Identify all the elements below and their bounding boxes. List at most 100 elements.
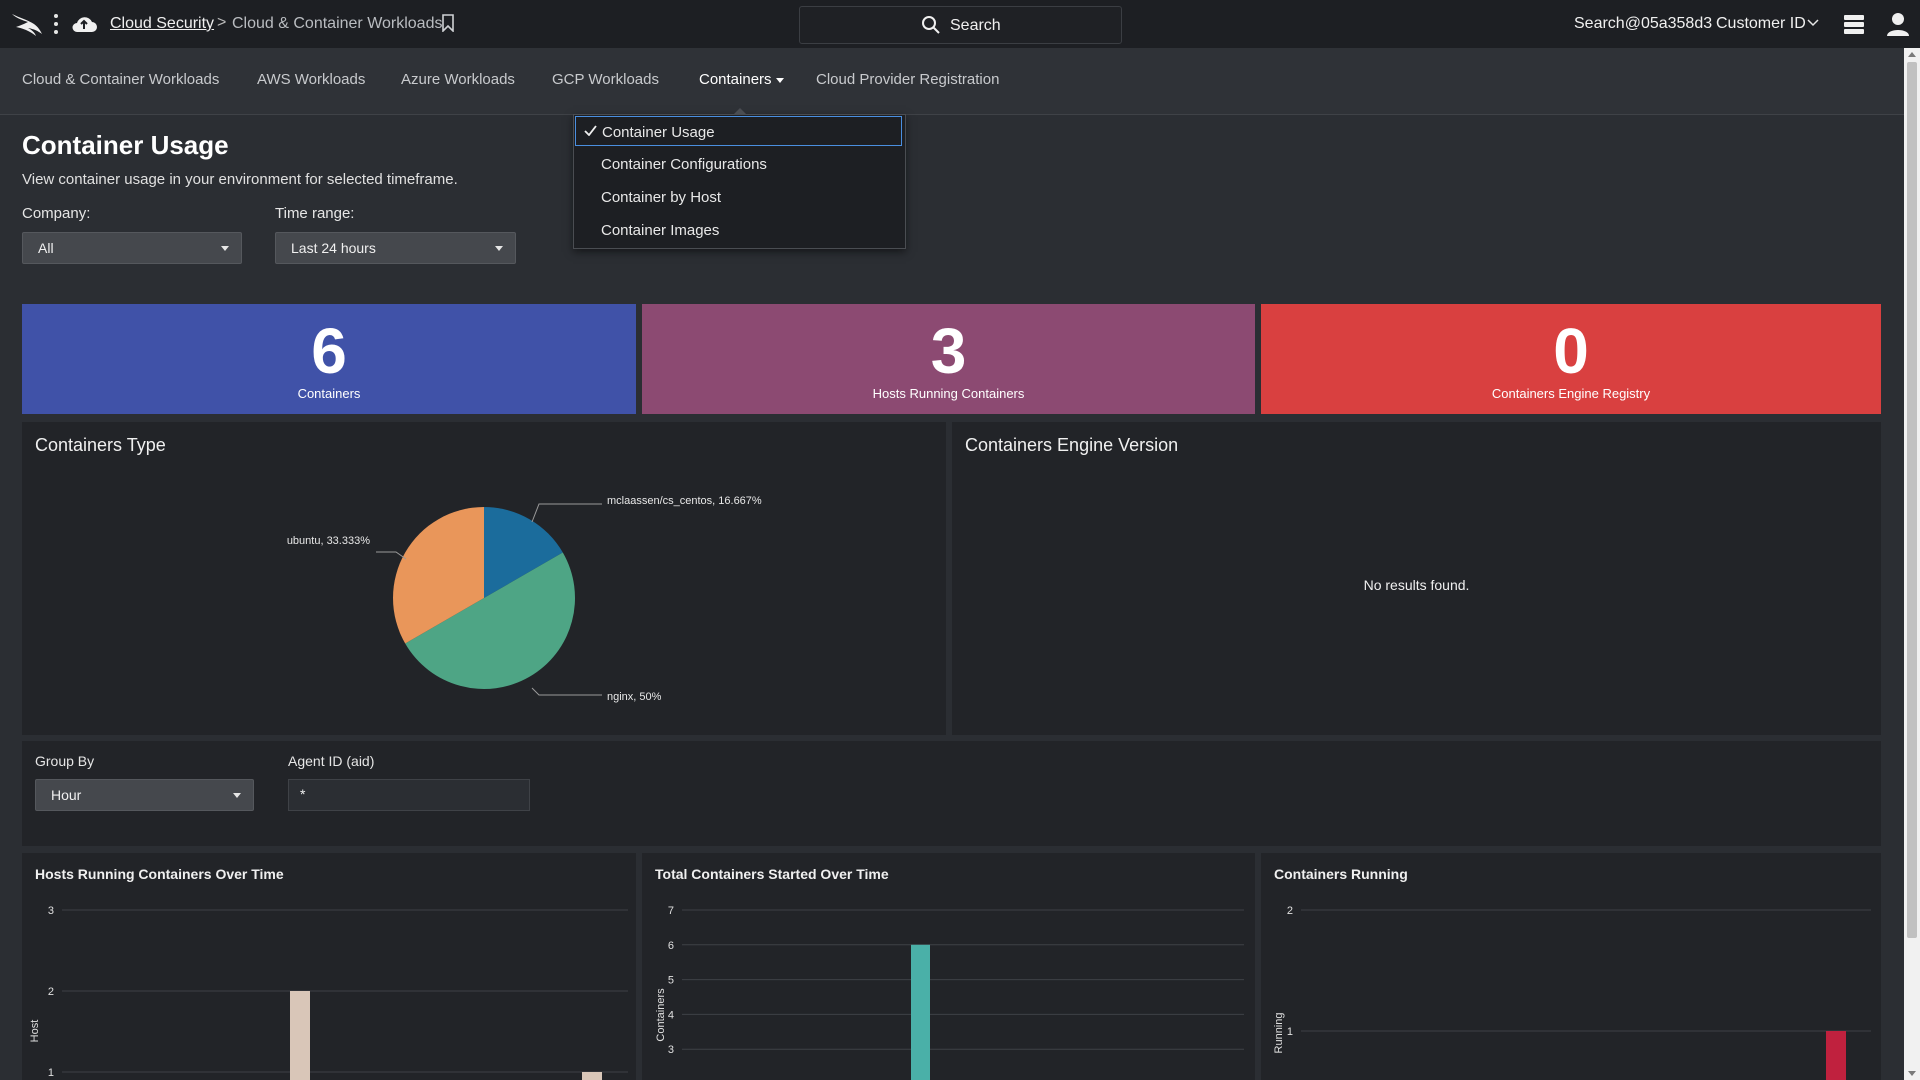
time-range-label: Time range: — [275, 205, 355, 222]
containers-started-chart: 3 4 5 6 7 Containers — [655, 905, 1244, 1080]
cloud-icon — [72, 17, 97, 32]
time-range-select-value: Last 24 hours — [291, 240, 376, 256]
scroll-down-arrow-icon[interactable] — [1908, 1071, 1916, 1076]
agent-id-input-value: * — [300, 786, 306, 802]
falcon-logo-icon[interactable] — [10, 10, 44, 38]
containers-type-panel: Containers Type mclaassen/cs_centos, 16.… — [22, 422, 946, 735]
company-label: Company: — [22, 205, 91, 222]
page-title: Container Usage — [22, 130, 229, 160]
engine-registry-tile[interactable]: 0 Containers Engine Registry — [1261, 304, 1881, 414]
breadcrumb-home-link[interactable]: Cloud Security — [110, 15, 215, 32]
breadcrumb-current: Cloud & Container Workloads — [232, 15, 443, 32]
tab-cloud-container-workloads[interactable]: Cloud & Container Workloads — [22, 71, 220, 88]
workload-nav-bar: Cloud & Container Workloads AWS Workload… — [0, 48, 1904, 115]
containers-started-panel: Total Containers Started Over Time 3 4 5 6 7… — [642, 853, 1255, 1080]
tab-azure-workloads[interactable]: Azure Workloads — [401, 71, 515, 88]
y-axis-label: Host — [29, 1020, 41, 1043]
pie-slice-label: mclaassen/cs_centos, 16.667% — [607, 495, 762, 507]
pie-label-leader-line — [376, 551, 407, 560]
engine-registry-caption: Containers Engine Registry — [1491, 386, 1651, 401]
global-search-box[interactable]: Search — [799, 6, 1122, 44]
caret-down-icon — [233, 793, 241, 798]
company-select[interactable]: All — [22, 232, 242, 264]
bar[interactable] — [290, 991, 310, 1080]
menu-item-container-images[interactable]: Container Images — [575, 215, 902, 245]
page-scrollbar[interactable] — [1904, 48, 1920, 1080]
more-vertical-icon[interactable] — [52, 12, 60, 36]
pie-slice-nginx[interactable] — [405, 552, 575, 689]
tab-gcp-workloads[interactable]: GCP Workloads — [552, 71, 659, 88]
containers-count-tile[interactable]: 6 Containers — [22, 304, 636, 414]
containers-dropdown-menu: Container Usage Container Configurations… — [573, 108, 906, 249]
engine-registry-value: 0 — [1553, 315, 1589, 387]
chevron-down-icon[interactable] — [1807, 18, 1819, 28]
bar[interactable] — [1826, 1031, 1846, 1080]
containers-running-chart: 1 2 Running — [1273, 905, 1871, 1080]
y-tick-label: 6 — [668, 940, 674, 952]
checkmark-icon — [584, 125, 597, 136]
bar[interactable] — [911, 944, 930, 1080]
hosts-over-time-panel: Hosts Running Containers Over Time 1 2 3 Ho… — [22, 853, 636, 1080]
menu-item-label: Container Configurations — [601, 156, 767, 173]
filters-panel: Group By Hour Agent ID (aid) * — [22, 741, 1881, 846]
company-select-value: All — [38, 240, 54, 256]
tab-containers[interactable]: Containers — [699, 71, 784, 88]
menu-item-container-configurations[interactable]: Container Configurations — [575, 149, 902, 179]
group-by-select[interactable]: Hour — [35, 779, 254, 811]
menu-item-label: Container Usage — [602, 124, 715, 141]
hosts-running-containers-tile[interactable]: 3 Hosts Running Containers — [642, 304, 1255, 414]
group-by-select-value: Hour — [51, 787, 82, 803]
search-icon — [922, 16, 940, 34]
pie-slice-label: ubuntu, 33.333% — [287, 535, 370, 547]
tab-aws-workloads[interactable]: AWS Workloads — [257, 71, 366, 88]
y-tick-label: 7 — [668, 905, 674, 917]
containers-count-caption: Containers — [297, 386, 361, 401]
engine-version-title: Containers Engine Version — [965, 435, 1179, 455]
menu-item-container-by-host[interactable]: Container by Host — [575, 182, 902, 212]
hosts-running-caption: Hosts Running Containers — [872, 386, 1025, 401]
y-tick-label: 5 — [668, 975, 674, 987]
page-subtitle: View container usage in your environment… — [22, 171, 458, 188]
bookmark-icon[interactable] — [441, 14, 455, 32]
containers-type-title: Containers Type — [35, 435, 166, 455]
scroll-up-arrow-icon[interactable] — [1908, 52, 1916, 57]
pie-label-leader-line — [531, 687, 602, 696]
agent-id-input[interactable]: * — [288, 779, 530, 811]
y-axis-label: Containers — [655, 988, 667, 1042]
top-bar: Cloud Security > Cloud & Container Workl… — [0, 0, 1920, 48]
menu-item-container-usage[interactable]: Container Usage — [575, 116, 902, 146]
hosts-running-value: 3 — [930, 315, 967, 387]
pie-slice-label: nginx, 50% — [607, 691, 662, 703]
notifications-icon[interactable] — [1842, 12, 1866, 36]
caret-down-icon — [775, 77, 784, 83]
pie-label-leader-line — [531, 503, 602, 523]
scrollbar-thumb[interactable] — [1907, 62, 1917, 938]
y-tick-label: 1 — [1287, 1026, 1293, 1038]
containers-started-title: Total Containers Started Over Time — [655, 866, 889, 882]
pie-slice-ubuntu[interactable] — [393, 507, 484, 644]
y-tick-label: 1 — [48, 1067, 54, 1079]
tab-cloud-provider-registration[interactable]: Cloud Provider Registration — [816, 71, 1000, 88]
breadcrumb-separator: > — [217, 14, 227, 31]
menu-item-label: Container Images — [601, 222, 720, 239]
caret-down-icon — [495, 246, 503, 251]
engine-version-panel: Containers Engine Version No results fou… — [952, 422, 1881, 735]
containers-type-pie-chart: mclaassen/cs_centos, 16.667% nginx, 50% ub… — [287, 495, 762, 703]
user-account-label[interactable]: Search@05a358d3 — [1574, 15, 1713, 32]
agent-id-label: Agent ID (aid) — [288, 753, 375, 769]
time-range-select[interactable]: Last 24 hours — [275, 232, 516, 264]
y-tick-label: 2 — [1287, 905, 1293, 917]
containers-count-value: 6 — [311, 315, 347, 387]
customer-id-selector[interactable]: Customer ID — [1716, 15, 1806, 32]
bar[interactable] — [582, 1072, 602, 1080]
pie-slice-mclaassen-cs-centos[interactable] — [484, 507, 563, 598]
search-label: Search — [950, 17, 1001, 34]
containers-running-title: Containers Running — [1274, 866, 1408, 882]
group-by-label: Group By — [35, 753, 95, 769]
caret-down-icon — [221, 246, 229, 251]
user-icon[interactable] — [1885, 11, 1911, 37]
y-tick-label: 2 — [48, 986, 54, 998]
hosts-over-time-title: Hosts Running Containers Over Time — [35, 866, 284, 882]
hosts-over-time-chart: 1 2 3 Host — [29, 905, 628, 1080]
y-tick-label: 4 — [668, 1009, 674, 1021]
